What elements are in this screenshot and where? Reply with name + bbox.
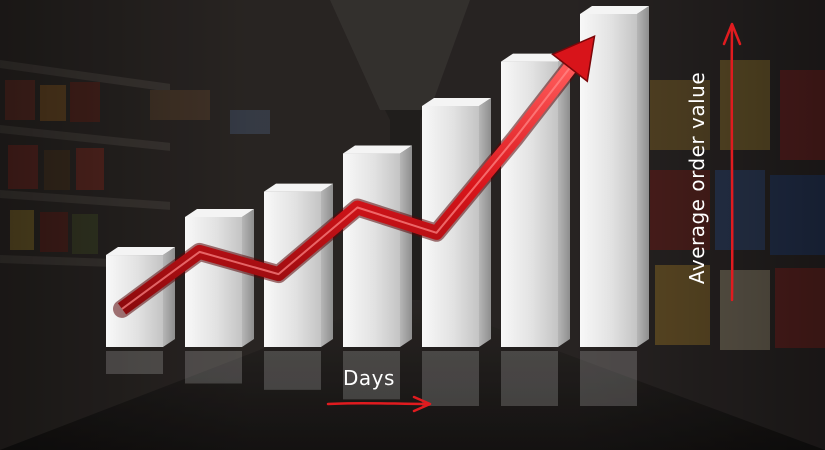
bar-reflection	[501, 351, 558, 406]
bar-reflection	[422, 351, 479, 406]
trend-arrow-head	[551, 34, 596, 83]
trend-arrow-highlight	[121, 67, 571, 310]
y-axis-arrow	[722, 22, 742, 302]
bar-reflection	[264, 351, 321, 390]
x-axis-label: Days	[343, 366, 395, 390]
trend-arrow-layer	[113, 34, 596, 318]
bar-reflection	[580, 351, 637, 406]
bar-reflection	[343, 351, 400, 400]
x-axis-arrow	[326, 395, 432, 413]
bar	[185, 208, 254, 347]
bar-reflection	[185, 351, 242, 384]
bar	[343, 145, 412, 347]
bar-reflections	[106, 351, 637, 406]
y-axis-label: Average order value	[685, 71, 709, 285]
bar-reflection	[106, 351, 163, 374]
